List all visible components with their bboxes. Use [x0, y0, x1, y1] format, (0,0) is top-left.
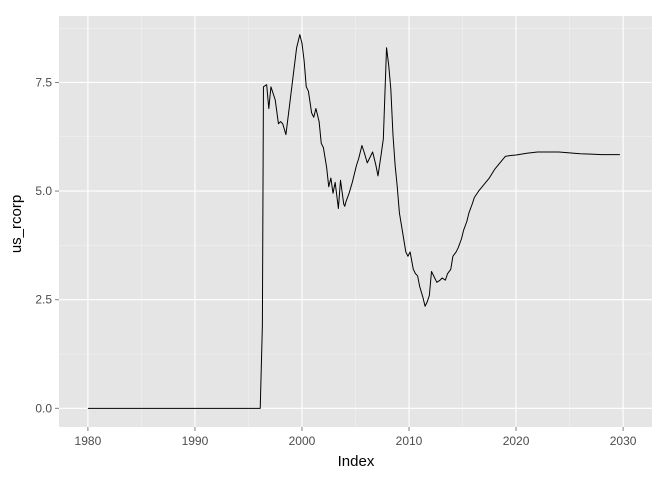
y-tick-label: 5.0 — [35, 184, 52, 198]
x-axis-title: Index — [338, 453, 375, 470]
y-axis: 0.0 2.5 5.0 7.5 — [35, 75, 59, 415]
y-tick-label: 7.5 — [35, 75, 52, 89]
x-tick-label: 2030 — [610, 434, 637, 448]
x-tick-label: 1990 — [182, 434, 209, 448]
y-tick-label: 0.0 — [35, 401, 52, 415]
x-tick-label: 1980 — [75, 434, 102, 448]
y-axis-title: us_rcorp — [8, 195, 25, 253]
x-axis: 1980 1990 2000 2010 2020 2030 — [75, 427, 637, 448]
x-tick-label: 2000 — [289, 434, 316, 448]
series-layer — [87, 34, 620, 409]
x-tick-label: 2020 — [503, 434, 530, 448]
y-tick-label: 2.5 — [35, 293, 52, 307]
minor-grid — [59, 16, 652, 427]
series-line — [87, 34, 620, 409]
x-tick-label: 2010 — [396, 434, 423, 448]
